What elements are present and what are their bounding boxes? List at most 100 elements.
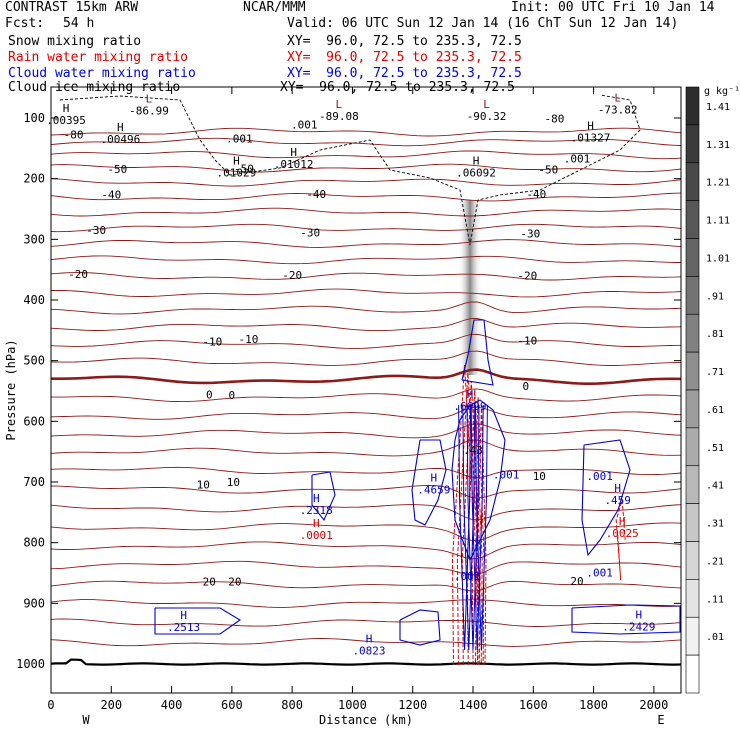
temperature-contour-label: 0 xyxy=(522,380,529,393)
contour-labels: -80 -80 -50 -50 -50 -40 -40 -40 -30 -30 -30 -20 -20 -… xyxy=(46,92,655,658)
field-name-snow: Snow mixing ratio xyxy=(8,34,142,49)
colorbar: 1.41 1.31 1.21 1.11 1.01 .91 .81 .71 .61 .51 .41 .3… xyxy=(685,86,730,694)
x-tick-label: 0 xyxy=(47,698,54,712)
temperature-contour-label: -10 xyxy=(239,333,259,346)
center-label: NCAR/MMM xyxy=(243,0,306,15)
extremum-marker: H xyxy=(473,155,480,168)
colorbar-label: 1.41 xyxy=(706,102,730,113)
y-tick-label: 1000 xyxy=(16,657,45,671)
extremum-marker: H xyxy=(587,119,594,132)
temperature-isotherm xyxy=(50,318,682,332)
x-axis-title: Distance (km) xyxy=(319,713,413,727)
temperature-contour-label: -50 xyxy=(107,163,127,176)
x-end-label-east: E xyxy=(657,713,664,727)
extremum-marker: H xyxy=(366,633,373,646)
colorbar-swatch xyxy=(685,313,700,353)
temperature-isotherm xyxy=(51,288,682,298)
y-tick-label: 700 xyxy=(23,475,45,489)
colorbar-swatch xyxy=(685,541,700,580)
colorbar-swatch xyxy=(685,200,700,239)
temperature-isotherm xyxy=(50,178,682,187)
cloud-water-contour xyxy=(571,604,681,635)
x-tick-label: 1800 xyxy=(579,698,608,712)
extremum-marker: H xyxy=(233,155,240,168)
field-contour-label: .001 xyxy=(291,119,318,132)
y-tick-label: 600 xyxy=(23,414,45,428)
temperature-isotherm xyxy=(51,388,682,403)
snow-shading xyxy=(458,200,482,375)
extremum-value: .2513 xyxy=(167,621,200,634)
extremum-marker: H xyxy=(290,146,297,159)
temperature-isotherm xyxy=(50,485,682,499)
field-xy-rain: XY= 96.0, 72.5 to 235.3, 72.5 xyxy=(287,50,522,65)
cloud-water-contour xyxy=(399,609,441,646)
colorbar-unit: g kg⁻¹ xyxy=(704,86,740,97)
extremum-value: .06092 xyxy=(456,167,496,180)
x-tick-label: 800 xyxy=(281,698,303,712)
extremum-value: .4659 xyxy=(417,483,450,496)
colorbar-swatch xyxy=(685,654,700,694)
temperature-contour-label: 20 xyxy=(228,575,241,588)
y-tick-label: 100 xyxy=(23,111,45,125)
extremum-value: .459 xyxy=(604,494,631,507)
colorbar-swatch xyxy=(685,579,700,618)
temperature-contour-label: -30 xyxy=(86,224,106,237)
valid-time: Valid: 06 UTC Sun 12 Jan 14 (16 ChT Sun … xyxy=(287,16,679,31)
colorbar-label: .51 xyxy=(706,443,724,454)
temperature-contour-label: -20 xyxy=(282,269,302,282)
colorbar-swatch xyxy=(685,162,700,201)
extremum-value: -90.32 xyxy=(467,110,507,123)
temperature-contour-label: -40 xyxy=(101,188,121,201)
colorbar-swatch xyxy=(685,276,700,315)
extremum-marker: H xyxy=(635,608,642,621)
extremum-value: .6699 xyxy=(453,400,486,413)
field-name-rain: Rain water mixing ratio xyxy=(8,50,189,65)
temperature-isotherm xyxy=(50,580,682,592)
cloud-water-contour xyxy=(466,404,480,651)
colorbar-label: .01 xyxy=(706,632,724,643)
rain-water-contour xyxy=(476,404,487,666)
colorbar-label: .41 xyxy=(706,481,724,492)
temperature-isotherm xyxy=(50,406,682,420)
field-name-cloud-water: Cloud water mixing ratio xyxy=(8,66,196,81)
temperature-isotherm xyxy=(51,368,682,385)
temperature-isotherm xyxy=(50,439,682,457)
extremum-marker: L xyxy=(336,98,343,111)
temperature-contour-label: -80 xyxy=(544,113,564,126)
extremum-value: .0025 xyxy=(606,527,639,540)
temperature-contour-label: -10 xyxy=(517,335,537,348)
temperature-isotherm xyxy=(50,239,682,248)
colorbar-label: .81 xyxy=(706,329,724,340)
rain-water-contour xyxy=(466,388,483,666)
x-tick-label: 600 xyxy=(221,698,243,712)
hydrometeor-contours xyxy=(59,94,681,666)
temperature-isotherm xyxy=(50,466,682,479)
x-tick-label: 400 xyxy=(161,698,183,712)
extremum-value: .01327 xyxy=(571,131,611,144)
cloud-water-contour xyxy=(311,471,336,522)
temperature-contour-label: -50 xyxy=(234,162,254,175)
y-tick-label: 500 xyxy=(23,354,45,368)
ground-line xyxy=(50,658,682,666)
forecast-hour: 54 h xyxy=(63,16,95,31)
colorbar-label: 1.21 xyxy=(706,178,730,189)
temperature-isotherm xyxy=(50,350,681,366)
field-contour-label: .001 xyxy=(454,570,481,583)
temperature-contour-label: -10 xyxy=(202,335,222,348)
field-contour-label: .001 xyxy=(564,153,591,166)
colorbar-label: .61 xyxy=(706,405,724,416)
colorbar-swatch xyxy=(685,503,700,542)
init-time: Init: 00 UTC Fri 10 Jan 14 xyxy=(511,0,715,15)
temperature-isotherm xyxy=(50,599,682,608)
rain-water-contour xyxy=(451,364,478,666)
temperature-contour-label: 0 xyxy=(229,389,236,402)
extremum-marker: L xyxy=(483,98,490,111)
extremum-value: .0823 xyxy=(352,645,385,658)
colorbar-swatch xyxy=(685,616,700,656)
temperature-contour-label: -30 xyxy=(300,227,320,240)
temperature-isotherm xyxy=(50,522,682,542)
extremum-marker: H xyxy=(117,121,124,134)
extremum-marker: H xyxy=(614,482,621,495)
extremum-marker: H xyxy=(313,492,320,505)
extremum-marker: H xyxy=(431,471,438,484)
